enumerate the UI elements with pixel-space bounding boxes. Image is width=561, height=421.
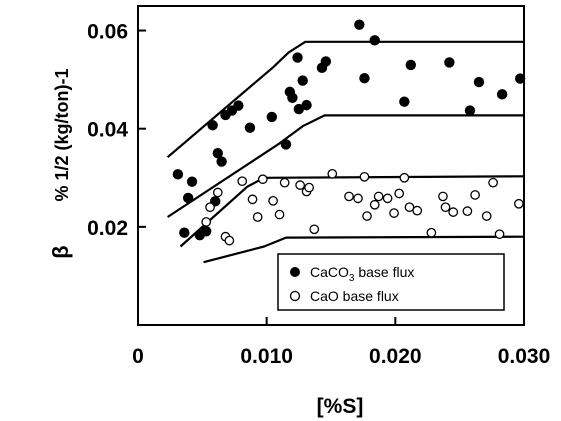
data-point-cao: [481, 211, 492, 221]
data-point-caco3: [287, 92, 298, 103]
data-point-cao: [440, 202, 451, 213]
data-point-caco3: [369, 35, 380, 46]
data-point-caco3: [297, 75, 308, 86]
legend-label-series-1: CaCO3 base flux: [310, 264, 414, 284]
data-point-cao: [404, 202, 415, 213]
data-point-cao: [344, 191, 354, 202]
data-point-caco3: [301, 99, 312, 111]
data-point-caco3: [405, 59, 416, 71]
data-point-caco3: [280, 139, 292, 150]
data-point-caco3: [496, 89, 508, 100]
data-point-caco3: [514, 73, 526, 84]
data-point-cao: [488, 177, 498, 188]
data-point-cao: [438, 191, 448, 202]
data-point-caco3: [207, 120, 218, 131]
data-point-caco3: [244, 122, 256, 133]
data-point-caco3: [320, 56, 332, 67]
data-point-cao: [295, 180, 305, 190]
x-tick-label: 0: [132, 345, 144, 368]
x-tick-label: 0.030: [498, 345, 551, 368]
data-point-cao: [426, 227, 437, 238]
data-point-caco3: [179, 227, 190, 238]
data-point-caco3: [359, 72, 370, 84]
data-point-caco3: [266, 111, 278, 123]
y-axis-symbol: β: [48, 245, 73, 258]
y-tick-label: 0.06: [87, 21, 128, 44]
axis-ticks: 0 0.010 0.020 0.030 0.02 0.04 0.06: [87, 21, 550, 368]
data-point-cao: [399, 172, 410, 183]
data-point-caco3: [354, 19, 365, 30]
x-axis-label: [%S]: [317, 395, 364, 418]
data-point-cao: [257, 174, 268, 185]
legend-marker-open: [289, 290, 301, 302]
data-point-caco3: [200, 226, 212, 237]
data-point-caco3: [292, 52, 303, 63]
legend-label-series-2: CaO base flux: [310, 288, 399, 304]
data-point-caco3: [186, 176, 198, 187]
data-point-cao: [268, 195, 278, 206]
data-point-cao: [201, 217, 212, 227]
data-point-caco3: [473, 76, 485, 88]
data-point-cao: [353, 193, 363, 204]
data-point-caco3: [233, 100, 244, 111]
data-point-cao: [359, 171, 370, 182]
data-points: [172, 19, 526, 246]
data-point-cao: [373, 191, 384, 202]
data-point-caco3: [293, 103, 305, 115]
legend: CaCO3 base flux CaO base flux: [277, 253, 505, 311]
data-point-cao: [382, 193, 393, 204]
data-point-cao: [389, 208, 399, 218]
data-point-cao: [274, 209, 285, 220]
y-tick-label: 0.02: [87, 217, 128, 240]
data-point-caco3: [172, 169, 184, 180]
y-axis-label: β % 1/2 (kg/ton)-1: [48, 68, 73, 258]
boundary-line-4: [203, 235, 525, 264]
data-point-cao: [494, 229, 505, 240]
data-point-cao: [470, 190, 480, 200]
data-point-cao: [394, 188, 405, 199]
data-point-cao: [252, 212, 263, 222]
data-point-cao: [212, 187, 223, 198]
x-tick-label: 0.010: [240, 345, 293, 368]
plot-area-frame: [137, 5, 525, 326]
y-axis-unit: % 1/2 (kg/ton)-1: [52, 68, 72, 201]
data-point-cao: [237, 176, 248, 187]
data-point-caco3: [212, 148, 223, 159]
data-point-cao: [514, 198, 524, 209]
data-point-cao: [309, 224, 320, 235]
legend-box: [277, 253, 505, 311]
x-tick-label: 0.020: [369, 345, 422, 368]
data-point-cao: [279, 177, 290, 188]
data-point-caco3: [444, 57, 455, 68]
data-point-caco3: [464, 105, 476, 116]
data-point-cao: [369, 199, 380, 210]
data-point-caco3: [216, 156, 227, 167]
data-point-cao: [362, 211, 372, 221]
data-point-caco3: [182, 192, 194, 204]
data-point-cao: [448, 207, 459, 217]
data-point-cao: [304, 182, 314, 193]
legend-marker-filled: [290, 267, 300, 277]
y-tick-label: 0.04: [87, 119, 128, 142]
boundary-line-1: [166, 40, 524, 159]
data-point-cao: [247, 194, 258, 205]
data-point-caco3: [399, 96, 410, 107]
data-point-cao: [412, 205, 423, 216]
boundary-line-3: [179, 175, 525, 248]
data-point-cao: [327, 168, 338, 179]
boundary-line-2: [166, 114, 524, 218]
data-point-cao: [462, 206, 473, 216]
data-point-cao: [224, 235, 235, 246]
data-point-cao: [205, 202, 215, 213]
